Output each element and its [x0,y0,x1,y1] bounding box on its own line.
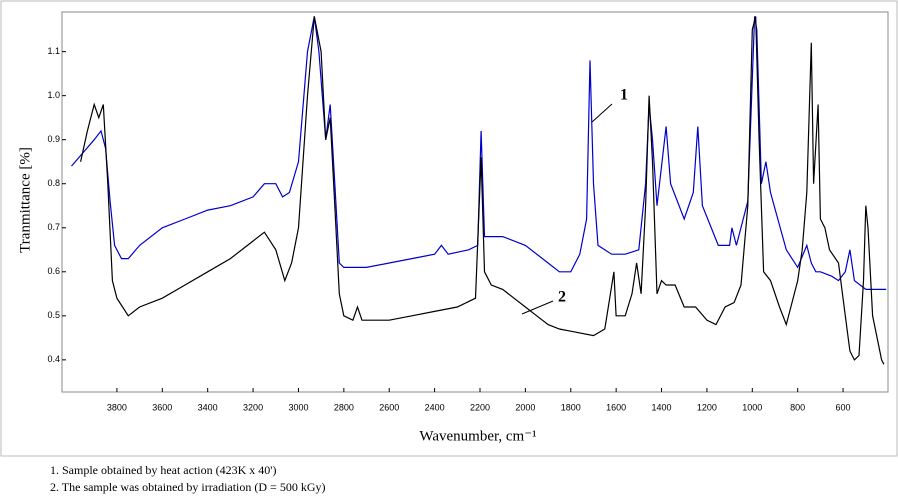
note: 1. Sample obtained by heat action (423K … [50,463,276,477]
y-tick-label: 0.4 [47,354,60,364]
y-tick-label: 1.1 [47,46,60,56]
y-tick-label: 0.5 [47,310,60,320]
spectrum-line [71,16,887,290]
y-tick-label: 0.7 [47,222,60,232]
x-tick-label: 800 [790,402,805,412]
x-tick-label: 3200 [243,402,263,412]
x-tick-label: 1600 [606,402,626,412]
x-tick-label: 1000 [742,402,762,412]
x-tick-label: 2200 [470,402,490,412]
outer-frame [0,0,898,457]
annotation: 1 [620,87,628,104]
y-tick-label: 0.8 [47,178,60,188]
x-tick-label: 2600 [379,402,399,412]
leader-line [591,103,613,123]
plot-frame [61,11,889,393]
spectrum-line [80,16,885,365]
leader-line [521,300,554,315]
x-tick-label: 1200 [697,402,717,412]
y-axis-label: Tranmittance [%] [17,147,33,253]
annotation: 2 [558,289,566,306]
x-tick-label: 2000 [515,402,535,412]
y-tick-label: 1.0 [47,90,60,100]
x-tick-label: 2800 [334,402,354,412]
x-tick-label: 1400 [652,402,672,412]
x-tick-label: 600 [836,402,851,412]
x-tick-label: 3800 [107,402,127,412]
y-tick-label: 0.6 [47,266,60,276]
x-axis-label: Wavenumber, cm⁻¹ [419,428,536,444]
x-tick-label: 1800 [561,402,581,412]
x-tick-label: 3600 [152,402,172,412]
note: 2. The sample was obtained by irradiatio… [50,480,325,494]
x-tick-label: 3400 [198,402,218,412]
y-tick-label: 0.9 [47,134,60,144]
x-tick-label: 2400 [425,402,445,412]
x-tick-label: 3000 [288,402,308,412]
